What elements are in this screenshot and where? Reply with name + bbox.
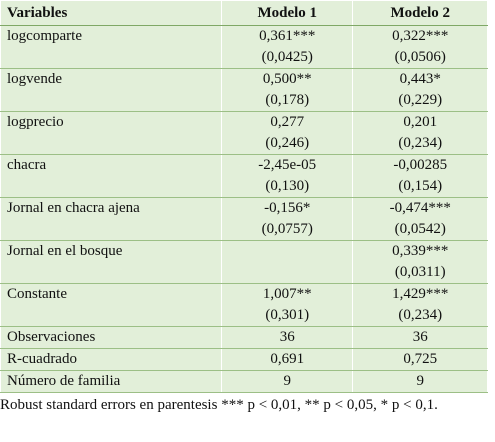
coefficient: -2,45e-05 (258, 157, 317, 173)
coefficient: 0,201 (403, 114, 438, 130)
standard-error: (0,0757) (261, 221, 313, 237)
variable-cell: logcomparte (0, 25, 222, 69)
coefficient: 1,429*** (392, 286, 449, 302)
coefficient: 0,361*** (259, 28, 316, 44)
coefficient: 9 (283, 373, 291, 389)
coefficient: 1,007** (262, 286, 312, 302)
variable-cell: Jornal en el bosque (0, 240, 222, 284)
table-note: Robust standard errors en parentesis ***… (0, 397, 438, 413)
value-cell: 1,429*** (0,234) (352, 283, 488, 327)
standard-error: (0,0506) (394, 49, 446, 65)
value-cell: 0,339*** (0,0311) (352, 240, 488, 284)
value-cell: 0,691 (220, 348, 354, 371)
value-cell: -0,474*** (0,0542) (352, 197, 488, 241)
variable-cell: logvende (0, 68, 222, 112)
table-row: R-cuadrado 0,691 0,725 (0, 348, 488, 371)
table-row: Número de familia 9 9 (0, 370, 488, 393)
coefficient: -0,474*** (389, 200, 451, 216)
value-cell: -0,156* (0,0757) (220, 197, 354, 241)
coefficient: 0,322*** (392, 28, 449, 44)
value-cell: 0,277 (0,246) (220, 111, 354, 155)
coefficient: 9 (416, 373, 424, 389)
value-cell: 0,443* (0,229) (352, 68, 488, 112)
value-cell: 36 (220, 326, 354, 349)
header-cell: Variables (0, 0, 222, 26)
variable-cell: chacra (0, 154, 222, 198)
value-cell: 0,361*** (0,0425) (220, 25, 354, 69)
variable-cell: logprecio (0, 111, 222, 155)
variable-cell: Observaciones (0, 326, 222, 349)
value-cell: 0,201 (0,234) (352, 111, 488, 155)
standard-error: (0,178) (265, 92, 310, 108)
coefficient: 0,725 (403, 351, 438, 367)
table-row: Constante 1,007** (0,301) 1,429*** (0,234) (0, 283, 488, 327)
coefficient: 0,277 (270, 114, 305, 130)
variable-cell: R-cuadrado (0, 348, 222, 371)
coefficient: 36 (279, 329, 295, 345)
coefficient: -0,00285 (393, 157, 448, 173)
standard-error: (0,0311) (394, 264, 446, 280)
value-cell: -0,00285 (0,154) (352, 154, 488, 198)
standard-error: (0,0542) (394, 221, 446, 237)
header-cell: Modelo 1 (220, 0, 354, 26)
table-row: chacra -2,45e-05 (0,130) -0,00285 (0,154) (0, 154, 488, 198)
standard-error: (0,246) (265, 135, 310, 151)
coefficient: 36 (412, 329, 428, 345)
variable-cell: Jornal en chacra ajena (0, 197, 222, 241)
results-table: Variables Modelo 1 Modelo 2 logcomparte 0,3… (0, 0, 488, 393)
coefficient: -0,156* (264, 200, 311, 216)
coefficient: 0,691 (270, 351, 305, 367)
standard-error: (0,234) (398, 135, 443, 151)
value-cell: 9 (352, 370, 488, 393)
standard-error: (0,301) (265, 307, 310, 323)
value-cell: 36 (352, 326, 488, 349)
variable-cell: Constante (0, 283, 222, 327)
standard-error: (0,130) (265, 178, 310, 194)
coefficient: 0,339*** (392, 243, 449, 259)
table-row: Observaciones 36 36 (0, 326, 488, 349)
table-row: logprecio 0,277 (0,246) 0,201 (0,234) (0, 111, 488, 155)
value-cell: 1,007** (0,301) (220, 283, 354, 327)
standard-error: (0,234) (398, 307, 443, 323)
table-row: logvende 0,500** (0,178) 0,443* (0,229) (0, 68, 488, 112)
table-body: logcomparte 0,361*** (0,0425) 0,322*** (0,05… (0, 25, 488, 393)
value-cell: 0,500** (0,178) (220, 68, 354, 112)
value-cell: -2,45e-05 (0,130) (220, 154, 354, 198)
header-cell: Modelo 2 (352, 0, 488, 26)
value-cell: 0,725 (352, 348, 488, 371)
value-cell (220, 240, 354, 284)
table-row: Jornal en el bosque 0,339*** (0,0311) (0, 240, 488, 284)
standard-error: (0,0425) (261, 49, 313, 65)
table-row: logcomparte 0,361*** (0,0425) 0,322*** (0,05… (0, 25, 488, 69)
header-row: Variables Modelo 1 Modelo 2 (0, 0, 488, 26)
value-cell: 0,322*** (0,0506) (352, 25, 488, 69)
standard-error: (0,154) (398, 178, 443, 194)
value-cell: 9 (220, 370, 354, 393)
coefficient: 0,500** (262, 71, 312, 87)
coefficient: 0,443* (399, 71, 441, 87)
standard-error: (0,229) (398, 92, 443, 108)
variable-cell: Número de familia (0, 370, 222, 393)
table-row: Jornal en chacra ajena -0,156* (0,0757) -0,… (0, 197, 488, 241)
